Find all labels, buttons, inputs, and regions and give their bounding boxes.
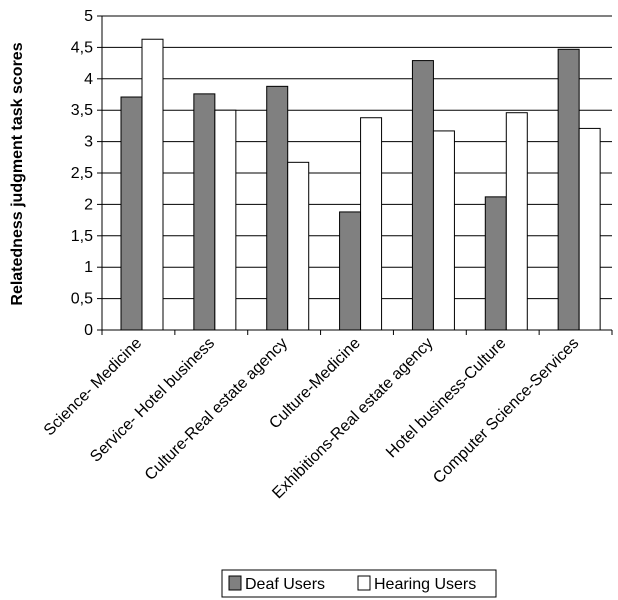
legend-label-hearing: Hearing Users	[374, 576, 476, 593]
bar-deaf-4	[339, 211, 362, 331]
y-axis-label: Relatedness judgment task scores	[9, 42, 26, 305]
bar-hearing-2	[214, 109, 237, 331]
bar-deaf-1	[120, 96, 143, 331]
legend: Deaf Users Hearing Users	[221, 569, 497, 598]
legend-box	[221, 569, 497, 598]
bar-deaf-5	[411, 60, 434, 331]
bar-deaf-3	[266, 85, 289, 331]
y-tick-label: 3,5	[71, 102, 93, 119]
x-category-label: Culture-Real estate agency	[142, 335, 291, 484]
bar-hearing-4	[360, 117, 383, 331]
y-tick-label: 0,5	[71, 291, 93, 308]
gridlines	[102, 15, 612, 300]
y-tick-labels: 0 0,5 1 1,5 2 2,5 3 3,5 4 4,5 5	[71, 8, 102, 339]
y-tick-label: 1,5	[71, 228, 93, 245]
legend-label-deaf: Deaf Users	[245, 576, 325, 593]
bars	[120, 38, 601, 331]
y-tick-label: 1	[84, 259, 93, 276]
bar-hearing-1	[141, 38, 164, 331]
x-category-label: Computer Science-Services	[430, 335, 582, 487]
bar-hearing-5	[432, 130, 455, 331]
x-category-label: Hotel business-Culture	[383, 335, 510, 462]
y-tick-label: 4	[84, 71, 93, 88]
y-tick-label: 2	[84, 196, 93, 213]
bar-hearing-6	[505, 112, 528, 331]
legend-swatch-deaf	[228, 575, 242, 591]
x-category-label: Service- Hotel business	[87, 335, 218, 466]
y-tick-label: 5	[84, 8, 93, 25]
bar-hearing-3	[287, 161, 310, 331]
x-category-label: Exhibitions-Real estate agency	[269, 335, 436, 502]
bar-deaf-7	[557, 48, 580, 331]
y-tick-label: 4,5	[71, 39, 93, 56]
bar-hearing-7	[578, 127, 601, 331]
bar-deaf-6	[484, 196, 507, 331]
y-tick-label: 0	[84, 322, 93, 339]
y-tick-label: 2,5	[71, 165, 93, 182]
bar-deaf-2	[193, 93, 216, 331]
legend-swatch-hearing	[357, 575, 371, 591]
y-tick-label: 3	[84, 134, 93, 151]
